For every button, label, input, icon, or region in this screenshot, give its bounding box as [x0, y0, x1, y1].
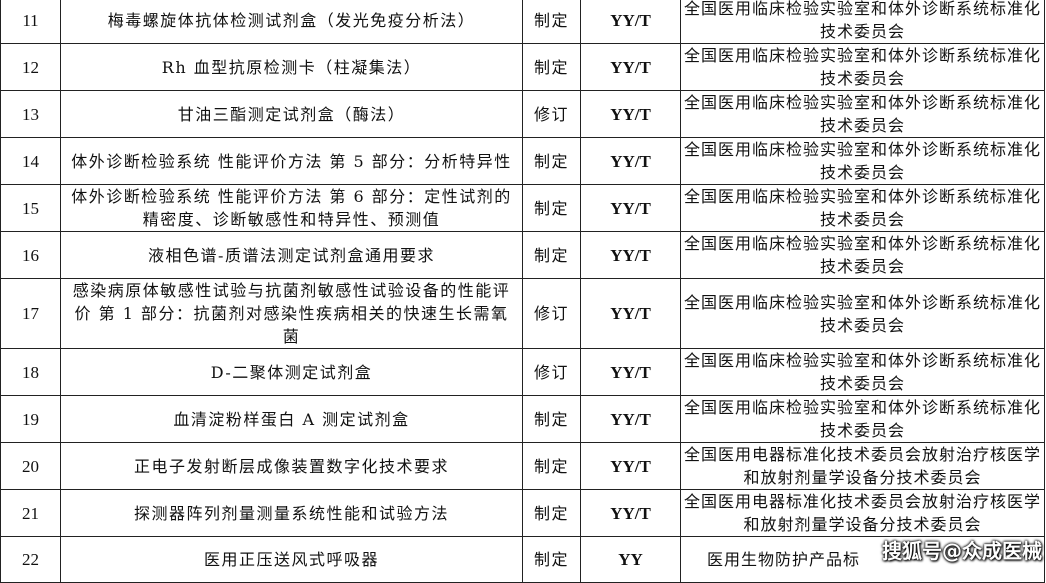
row-number: 18	[0, 348, 61, 396]
committee: 全国医用临床检验实验室和体外诊断系统标准化技术委员会	[680, 184, 1045, 232]
row-number: 12	[0, 43, 61, 91]
committee: 全国医用电器标准化技术委员会放射治疗核医学和放射剂量学设备分技术委员会	[680, 442, 1045, 490]
row-number: 15	[0, 184, 61, 232]
standard-code: YY/T	[580, 90, 681, 138]
standard-code: YY/T	[580, 442, 681, 490]
revision-type: 制定	[522, 442, 581, 490]
row-number: 14	[0, 137, 61, 185]
standard-code: YY/T	[580, 137, 681, 185]
row-number: 17	[0, 278, 61, 349]
table-row: 18 D-二聚体测定试剂盒 修订 YY/T 全国医用临床检验实验室和体外诊断系统标准化技…	[0, 348, 1045, 396]
standard-name: 探测器阵列剂量测量系统性能和试验方法	[60, 489, 523, 537]
standard-name: 液相色谱-质谱法测定试剂盒通用要求	[60, 231, 523, 279]
committee: 全国医用临床检验实验室和体外诊断系统标准化技术委员会	[680, 231, 1045, 279]
row-number: 13	[0, 90, 61, 138]
committee: 全国医用临床检验实验室和体外诊断系统标准化技术委员会	[680, 90, 1045, 138]
table-row: 15 体外诊断检验系统 性能评价方法 第 6 部分：定性试剂的精密度、诊断敏感性和…	[0, 184, 1045, 232]
row-number: 22	[0, 536, 61, 583]
revision-type: 修订	[522, 278, 581, 349]
standard-name: 体外诊断检验系统 性能评价方法 第 5 部分：分析特异性	[60, 137, 523, 185]
row-number: 11	[0, 0, 61, 44]
table-row: 14 体外诊断检验系统 性能评价方法 第 5 部分：分析特异性 制定 YY/T 全国医用…	[0, 137, 1045, 185]
standard-code: YY/T	[580, 0, 681, 44]
revision-type: 制定	[522, 395, 581, 443]
row-number: 21	[0, 489, 61, 537]
standard-name: 甘油三酯测定试剂盒（酶法）	[60, 90, 523, 138]
revision-type: 制定	[522, 43, 581, 91]
revision-type: 制定	[522, 489, 581, 537]
standard-name: D-二聚体测定试剂盒	[60, 348, 523, 396]
standard-code: YY/T	[580, 43, 681, 91]
standard-code: YY/T	[580, 348, 681, 396]
committee: 全国医用临床检验实验室和体外诊断系统标准化技术委员会	[680, 0, 1045, 44]
standard-code: YY/T	[580, 489, 681, 537]
committee: 全国医用临床检验实验室和体外诊断系统标准化技术委员会	[680, 348, 1045, 396]
revision-type: 制定	[522, 231, 581, 279]
standard-name: 体外诊断检验系统 性能评价方法 第 6 部分：定性试剂的精密度、诊断敏感性和特异…	[60, 184, 523, 232]
standard-name: 感染病原体敏感性试验与抗菌剂敏感性试验设备的性能评价 第 1 部分：抗菌剂对感染…	[60, 278, 523, 349]
revision-type: 修订	[522, 348, 581, 396]
table-row: 17 感染病原体敏感性试验与抗菌剂敏感性试验设备的性能评价 第 1 部分：抗菌剂对…	[0, 278, 1045, 349]
row-number: 19	[0, 395, 61, 443]
committee: 全国医用电器标准化技术委员会放射治疗核医学和放射剂量学设备分技术委员会	[680, 489, 1045, 537]
revision-type: 制定	[522, 184, 581, 232]
revision-type: 制定	[522, 137, 581, 185]
standard-code: YY/T	[580, 278, 681, 349]
standard-code: YY/T	[580, 395, 681, 443]
table-row: 19 血清淀粉样蛋白 A 测定试剂盒 制定 YY/T 全国医用临床检验实验室和体外诊断系…	[0, 395, 1045, 443]
table-row: 20 正电子发射断层成像装置数字化技术要求 制定 YY/T 全国医用电器标准化技术委员会…	[0, 442, 1045, 490]
row-number: 16	[0, 231, 61, 279]
row-number: 20	[0, 442, 61, 490]
table-row: 16 液相色谱-质谱法测定试剂盒通用要求 制定 YY/T 全国医用临床检验实验室和体外诊…	[0, 231, 1045, 279]
standard-code: YY/T	[580, 184, 681, 232]
committee: 全国医用临床检验实验室和体外诊断系统标准化技术委员会	[680, 278, 1045, 349]
standard-name: 梅毒螺旋体抗体检测试剂盒（发光免疫分析法）	[60, 0, 523, 44]
committee: 全国医用临床检验实验室和体外诊断系统标准化技术委员会	[680, 137, 1045, 185]
table-row: 12 Rh 血型抗原检测卡（柱凝集法） 制定 YY/T 全国医用临床检验实验室和体外诊断…	[0, 43, 1045, 91]
revision-type: 制定	[522, 536, 581, 583]
standard-code: YY/T	[580, 231, 681, 279]
standard-name: 血清淀粉样蛋白 A 测定试剂盒	[60, 395, 523, 443]
table-row: 13 甘油三酯测定试剂盒（酶法） 修订 YY/T 全国医用临床检验实验室和体外诊断系统标…	[0, 90, 1045, 138]
watermark: 搜狐号@众成医械	[882, 539, 1042, 563]
standard-name: Rh 血型抗原检测卡（柱凝集法）	[60, 43, 523, 91]
table-row: 11 梅毒螺旋体抗体检测试剂盒（发光免疫分析法） 制定 YY/T 全国医用临床检验实验室…	[0, 0, 1045, 44]
table-row: 21 探测器阵列剂量测量系统性能和试验方法 制定 YY/T 全国医用电器标准化技术委员会…	[0, 489, 1045, 537]
committee: 全国医用临床检验实验室和体外诊断系统标准化技术委员会	[680, 43, 1045, 91]
revision-type: 修订	[522, 90, 581, 138]
standard-name: 正电子发射断层成像装置数字化技术要求	[60, 442, 523, 490]
standard-name: 医用正压送风式呼吸器	[60, 536, 523, 583]
committee: 全国医用临床检验实验室和体外诊断系统标准化技术委员会	[680, 395, 1045, 443]
revision-type: 制定	[522, 0, 581, 44]
standard-code: YY	[580, 536, 681, 583]
